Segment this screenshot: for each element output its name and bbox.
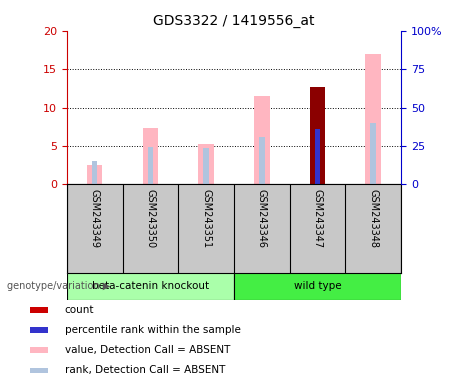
- Text: genotype/variation ▶: genotype/variation ▶: [7, 281, 110, 291]
- Bar: [87, 165, 102, 184]
- Text: rank, Detection Call = ABSENT: rank, Detection Call = ABSENT: [65, 366, 225, 376]
- Bar: [366, 54, 381, 184]
- Bar: [198, 144, 214, 184]
- Bar: [234, 273, 401, 300]
- Bar: [148, 147, 153, 184]
- Title: GDS3322 / 1419556_at: GDS3322 / 1419556_at: [153, 14, 315, 28]
- Bar: [30, 367, 48, 373]
- Text: value, Detection Call = ABSENT: value, Detection Call = ABSENT: [65, 345, 230, 355]
- Bar: [30, 327, 48, 333]
- Text: GSM243347: GSM243347: [313, 189, 323, 248]
- Text: percentile rank within the sample: percentile rank within the sample: [65, 325, 241, 335]
- Bar: [30, 347, 48, 353]
- Text: GSM243348: GSM243348: [368, 189, 378, 248]
- Bar: [67, 273, 234, 300]
- Bar: [92, 161, 97, 184]
- Bar: [203, 148, 209, 184]
- Bar: [310, 87, 325, 184]
- Text: GSM243349: GSM243349: [90, 189, 100, 248]
- Bar: [30, 307, 48, 313]
- Text: GSM243346: GSM243346: [257, 189, 267, 248]
- Bar: [254, 96, 270, 184]
- Bar: [259, 137, 265, 184]
- Text: beta-catenin knockout: beta-catenin knockout: [92, 281, 209, 291]
- Bar: [142, 128, 158, 184]
- Bar: [371, 123, 376, 184]
- Text: GSM243350: GSM243350: [145, 189, 155, 248]
- Text: wild type: wild type: [294, 281, 341, 291]
- Text: GSM243351: GSM243351: [201, 189, 211, 248]
- Bar: [315, 129, 320, 184]
- Text: count: count: [65, 305, 94, 314]
